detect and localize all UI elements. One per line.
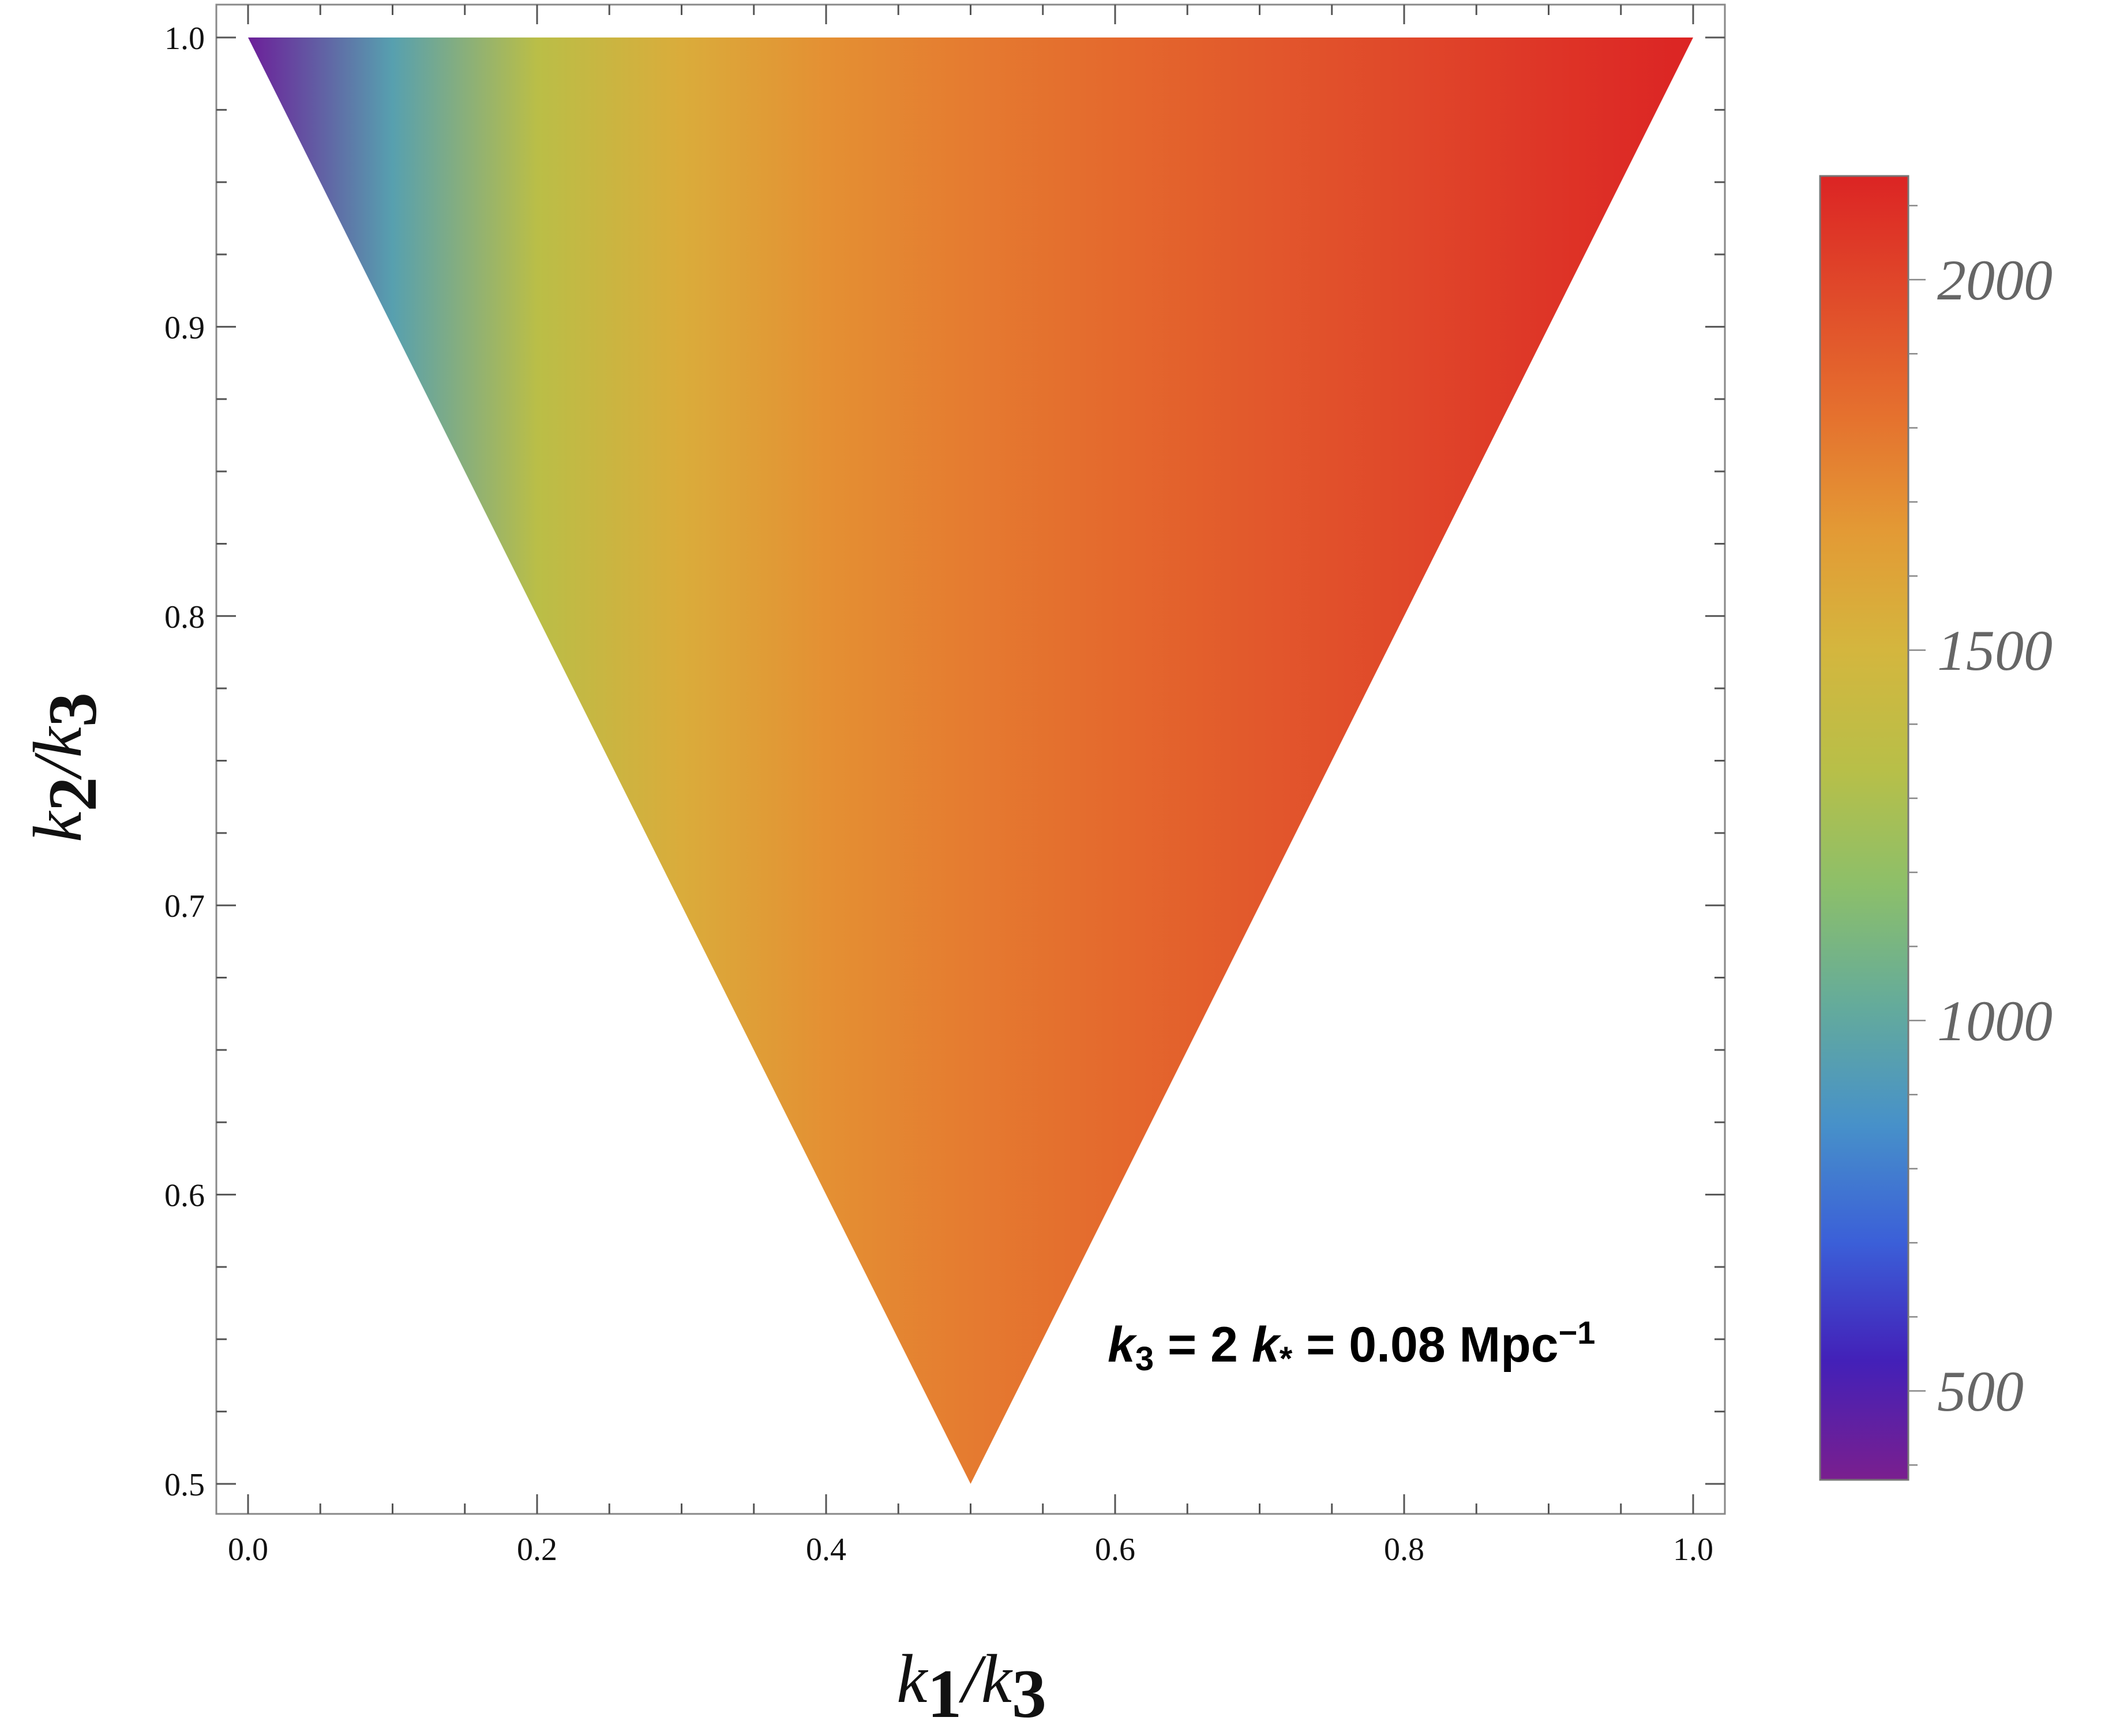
y-tick-label: 0.6 [164,1178,205,1214]
y-tick-label: 0.9 [164,310,205,346]
colorbar-ticks [1908,205,1926,1466]
y-tick-label: 0.8 [164,599,205,635]
colorbar [1819,175,1909,1481]
axis-ticks [216,5,1725,1514]
y-axis-label: k2/k3 [19,692,111,842]
axis-tick-labels: 0.0 0.2 0.4 0.6 0.8 1.0 0.5 0.6 0.7 0.8 0.9 1.0 [164,21,1713,1568]
x-tick-label: 0.8 [1384,1532,1424,1568]
x-tick-label: 0.0 [228,1532,268,1568]
x-tick-label: 0.4 [806,1532,846,1568]
x-axis-label: k1/k3 [896,1640,1046,1732]
x-tick-label: 0.6 [1095,1532,1135,1568]
colorbar-tick-label: 500 [1937,1359,2024,1423]
x-tick-label: 0.2 [517,1532,557,1568]
y-tick-label: 0.7 [164,888,205,924]
colorbar-tick-labels: 500 1000 1500 2000 [1937,248,2053,1423]
y-tick-label: 1.0 [164,21,205,57]
colorbar-tick-label: 1000 [1937,989,2053,1053]
colorbar-tick-label: 1500 [1937,618,2053,683]
k3-annotation: k3 = 2 k* = 0.08 Mpc−1 [1108,1314,1595,1377]
x-tick-label: 1.0 [1673,1532,1713,1568]
heatmap-triangle-region [248,38,1693,1484]
y-tick-label: 0.5 [164,1467,205,1503]
colorbar-tick-label: 2000 [1937,248,2053,312]
